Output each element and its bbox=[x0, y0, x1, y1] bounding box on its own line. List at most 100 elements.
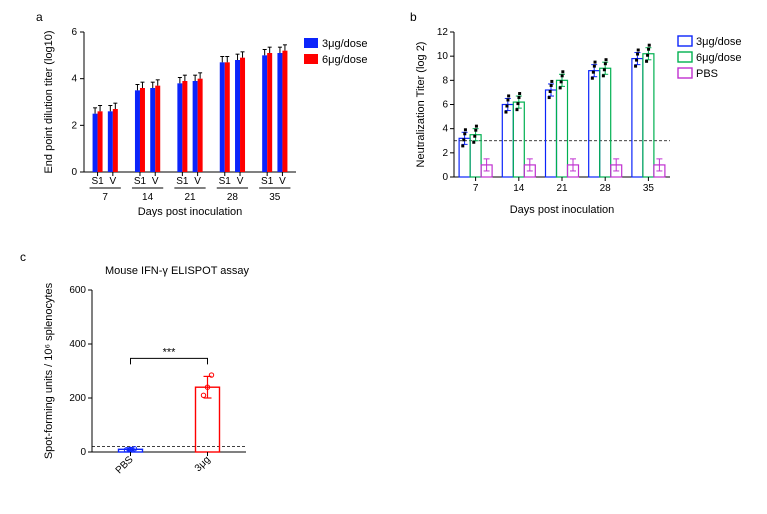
x-label: PBS bbox=[114, 454, 136, 476]
svg-text:Neutralization Titer (log 2): Neutralization Titer (log 2) bbox=[415, 42, 427, 168]
bar bbox=[262, 55, 267, 172]
scatter-point bbox=[464, 128, 467, 131]
svg-text:600: 600 bbox=[69, 285, 86, 296]
scatter-point bbox=[550, 84, 553, 87]
scatter-point bbox=[475, 125, 478, 128]
svg-text:21: 21 bbox=[184, 192, 196, 203]
scatter-point bbox=[605, 58, 608, 61]
scatter-point bbox=[603, 68, 606, 71]
svg-text:28: 28 bbox=[227, 192, 239, 203]
svg-text:S1: S1 bbox=[176, 176, 189, 187]
panel-c-ytitle: Spot-forming units / 10⁶ splenocytes bbox=[43, 282, 55, 459]
scatter-point bbox=[462, 138, 465, 141]
bar bbox=[282, 51, 287, 172]
svg-text:200: 200 bbox=[69, 393, 86, 404]
svg-text:Days post inoculation: Days post inoculation bbox=[510, 204, 615, 216]
scatter-point bbox=[593, 65, 596, 68]
bar-open bbox=[643, 54, 654, 177]
scatter-point bbox=[645, 60, 648, 63]
svg-text:35: 35 bbox=[269, 192, 281, 203]
bar bbox=[225, 62, 230, 172]
scatter-point bbox=[505, 105, 508, 108]
bar-open bbox=[546, 90, 557, 177]
svg-text:7: 7 bbox=[102, 192, 108, 203]
svg-text:0: 0 bbox=[71, 167, 77, 178]
legend-swatch bbox=[678, 68, 692, 78]
bar bbox=[193, 81, 198, 172]
bar bbox=[135, 90, 140, 172]
scatter-point bbox=[549, 90, 552, 93]
svg-text:S1: S1 bbox=[134, 176, 147, 187]
scatter-point bbox=[518, 92, 521, 95]
svg-text:4: 4 bbox=[71, 74, 77, 85]
scatter-point bbox=[646, 54, 649, 57]
svg-text:21: 21 bbox=[556, 183, 568, 194]
scatter-point bbox=[504, 111, 507, 114]
bar-open bbox=[600, 68, 611, 177]
scatter-point bbox=[550, 80, 553, 83]
bar bbox=[140, 88, 145, 172]
scatter-point bbox=[604, 62, 607, 65]
svg-text:V: V bbox=[237, 176, 244, 187]
legend-text: 3μg/dose bbox=[696, 36, 741, 48]
legend-text: 6μg/dose bbox=[322, 54, 367, 66]
svg-text:0: 0 bbox=[442, 172, 448, 183]
svg-text:28: 28 bbox=[600, 183, 612, 194]
scatter-point bbox=[560, 80, 563, 83]
legend-text: 3μg/dose bbox=[322, 38, 367, 50]
scatter-point bbox=[594, 61, 597, 64]
svg-text:400: 400 bbox=[69, 339, 86, 350]
svg-text:12: 12 bbox=[437, 27, 449, 38]
bar bbox=[182, 81, 187, 172]
svg-text:S1: S1 bbox=[91, 176, 104, 187]
svg-text:35: 35 bbox=[643, 183, 655, 194]
scatter-point bbox=[472, 141, 475, 144]
bar bbox=[155, 86, 160, 172]
bar bbox=[220, 62, 225, 172]
bar bbox=[235, 60, 240, 172]
svg-text:14: 14 bbox=[142, 192, 154, 203]
svg-text:10: 10 bbox=[437, 51, 449, 62]
svg-text:S1: S1 bbox=[261, 176, 274, 187]
scatter-point bbox=[463, 132, 466, 135]
scatter-point bbox=[636, 53, 639, 56]
bar bbox=[267, 53, 272, 172]
bar bbox=[98, 111, 103, 172]
svg-text:Days post inoculation: Days post inoculation bbox=[138, 206, 243, 217]
bar-open bbox=[557, 80, 568, 177]
svg-text:2: 2 bbox=[71, 120, 77, 131]
scatter-point bbox=[473, 135, 476, 138]
scatter-point bbox=[635, 59, 638, 62]
bar-open bbox=[632, 59, 643, 177]
scatter-point bbox=[561, 74, 564, 77]
svg-text:V: V bbox=[152, 176, 159, 187]
legend-text: PBS bbox=[696, 68, 718, 80]
x-label: 3μg bbox=[193, 454, 213, 474]
scatter-point bbox=[559, 86, 562, 89]
scatter-point bbox=[506, 98, 509, 101]
legend-swatch bbox=[304, 38, 318, 48]
svg-text:6: 6 bbox=[442, 100, 448, 111]
panel-c-chart: Mouse IFN-γ ELISPOT assay0200400600Spot-… bbox=[36, 262, 256, 492]
svg-text:14: 14 bbox=[513, 183, 525, 194]
scatter-point bbox=[548, 96, 551, 99]
svg-text:S1: S1 bbox=[219, 176, 232, 187]
scatter-point bbox=[561, 70, 564, 73]
bar bbox=[93, 114, 98, 172]
bar bbox=[277, 53, 282, 172]
bar bbox=[240, 58, 245, 172]
legend-swatch bbox=[678, 36, 692, 46]
bar-open bbox=[589, 71, 600, 177]
significance-label: *** bbox=[163, 346, 177, 358]
svg-text:0: 0 bbox=[80, 447, 86, 458]
panel-c-label: c bbox=[20, 250, 26, 264]
scatter-point bbox=[515, 108, 518, 111]
svg-text:2: 2 bbox=[442, 148, 448, 159]
svg-text:8: 8 bbox=[442, 75, 448, 86]
svg-text:V: V bbox=[279, 176, 286, 187]
svg-text:V: V bbox=[194, 176, 201, 187]
scatter-point bbox=[474, 129, 477, 132]
svg-text:7: 7 bbox=[473, 183, 479, 194]
svg-text:6: 6 bbox=[71, 27, 77, 38]
panel-b-chart: 024681012Neutralization Titer (log 2)714… bbox=[410, 22, 750, 217]
